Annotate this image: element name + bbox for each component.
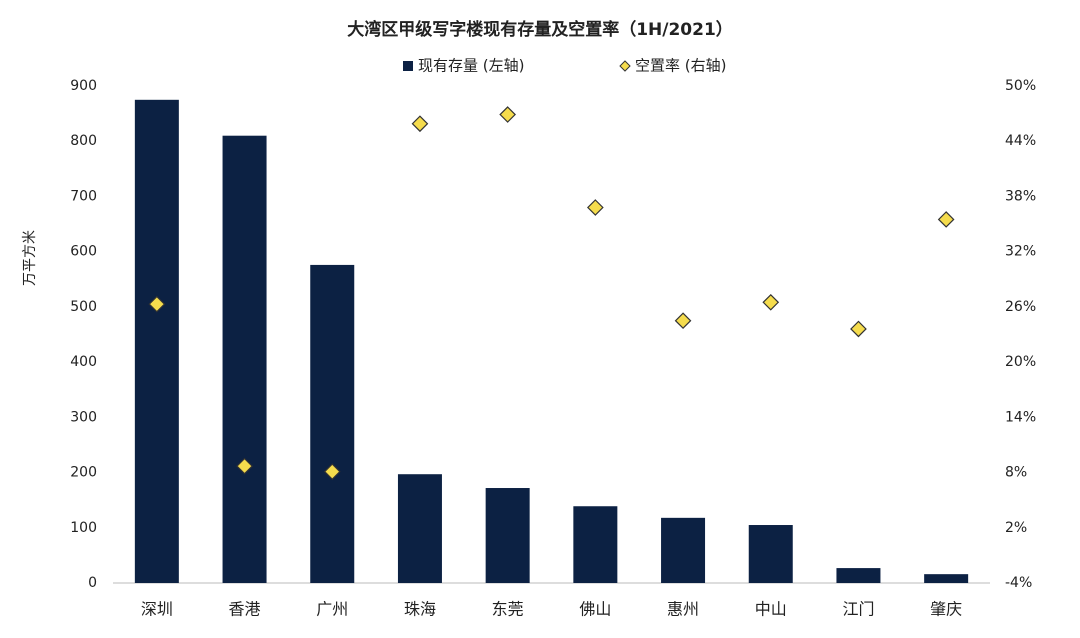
x-tick-label: 东莞: [492, 600, 524, 619]
y-tick-label: 400: [70, 354, 97, 370]
bar: [222, 135, 267, 583]
y-tick-label: 500: [70, 299, 97, 315]
bar: [573, 506, 618, 583]
y2-tick-label: 20%: [1005, 354, 1036, 370]
legend-label: 现有存量 (左轴): [418, 57, 524, 75]
y-axis-title: 万平方米: [22, 230, 38, 286]
x-tick-label: 香港: [229, 600, 261, 619]
marker: [937, 211, 955, 228]
y2-tick-label: 50%: [1005, 78, 1036, 94]
x-tick-label: 深圳: [141, 600, 173, 619]
y-tick-label: 200: [70, 465, 97, 481]
bar: [661, 517, 706, 583]
y2-tick-label: 26%: [1005, 299, 1036, 315]
bar: [748, 525, 793, 583]
y-tick-label: 800: [70, 133, 97, 149]
marker: [236, 457, 253, 475]
y2-tick-label: 2%: [1005, 520, 1027, 536]
bar: [836, 568, 881, 583]
marker: [148, 295, 166, 313]
y2-tick-label: 38%: [1005, 188, 1036, 204]
marker: [674, 312, 692, 330]
y2-tick-label: 8%: [1005, 465, 1027, 481]
x-tick-label: 珠海: [404, 600, 436, 619]
marker: [762, 293, 780, 311]
x-tick-label: 惠州: [667, 600, 699, 619]
y-tick-label: 700: [70, 188, 97, 204]
bar: [924, 574, 969, 583]
x-tick-label: 肇庆: [930, 600, 962, 619]
y2-tick-label: 32%: [1005, 244, 1036, 260]
chart-title: 大湾区甲级写字楼现有存量及空置率（1H/2021）: [347, 19, 733, 40]
y2-tick-label: 14%: [1005, 409, 1036, 425]
marker: [499, 106, 516, 123]
legend-label: 空置率 (右轴): [635, 57, 726, 75]
y-tick-label: 600: [70, 244, 97, 260]
y-tick-label: 0: [88, 575, 97, 591]
marker: [323, 463, 341, 480]
y2-tick-label: -4%: [1005, 575, 1032, 591]
legend-marker: [403, 61, 413, 71]
bar: [134, 99, 179, 584]
y-tick-label: 900: [70, 78, 97, 94]
y-tick-label: 300: [70, 409, 97, 425]
y2-tick-label: 44%: [1005, 133, 1036, 149]
x-tick-label: 中山: [755, 600, 787, 619]
bar: [310, 264, 355, 583]
x-tick-label: 江门: [842, 600, 874, 619]
marker: [850, 320, 867, 338]
bar: [397, 474, 442, 583]
x-tick-label: 佛山: [579, 600, 611, 619]
y-tick-label: 100: [70, 520, 97, 536]
legend-marker: [619, 60, 631, 72]
bar: [485, 488, 530, 583]
marker: [411, 115, 429, 133]
marker: [587, 199, 604, 216]
x-tick-label: 广州: [316, 600, 348, 619]
